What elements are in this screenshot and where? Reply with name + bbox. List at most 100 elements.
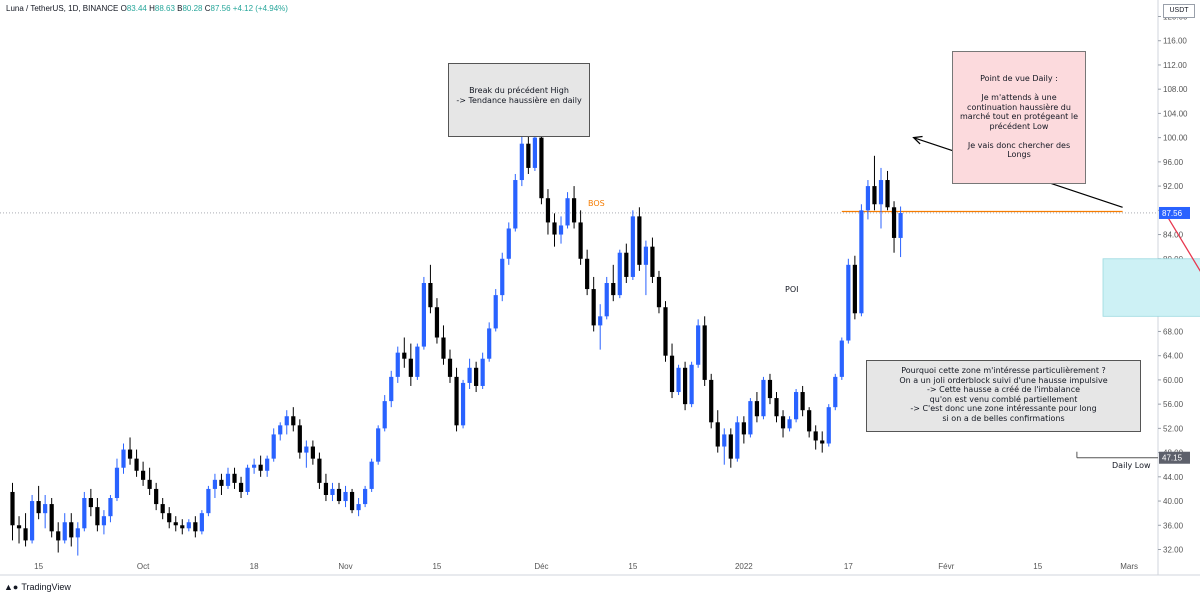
candle-body [715,422,720,447]
candle-body [637,216,642,265]
candle-body [402,352,407,359]
candle-body [199,513,204,532]
candle-body [735,422,740,459]
x-tick-label: 15 [34,562,43,571]
candle-body [872,186,877,205]
projection-path [1161,206,1200,272]
candle-body [598,316,603,326]
x-tick-label: Nov [338,562,352,571]
y-tick-label: 108.00 [1163,85,1188,94]
x-tick-label: Oct [137,562,150,571]
x-tick-label: 15 [628,562,637,571]
candle-body [10,491,15,526]
candle-body [617,252,622,296]
candle-body [552,222,557,235]
candle-body [225,473,231,486]
candle-body [141,470,146,480]
y-tick-label: 44.00 [1163,473,1184,482]
candle-body [173,522,178,526]
close-label: C [204,4,211,13]
annotation-arrowhead [912,135,923,145]
x-tick-label: 15 [432,562,441,571]
candle-body [663,307,668,356]
poi-label: POI [785,285,799,294]
candle-body [846,264,851,341]
candle-body [532,137,537,168]
y-tick-label: 32.00 [1163,546,1184,555]
candle-body [761,379,766,417]
candle-body [591,289,596,326]
candle-body [728,434,733,459]
candle-body [519,143,524,181]
y-tick-label: 116.00 [1163,37,1187,46]
candle-body [454,376,459,426]
candle-body [323,482,329,495]
candle-body [271,434,276,459]
low-value: 80.28 [182,4,203,13]
candle-body [389,376,394,402]
tradingview-branding[interactable]: ▲● TradingView [4,582,71,592]
candle-body [624,252,629,277]
candle-body [807,410,812,432]
poi-zone [1102,258,1200,317]
candle-body [108,498,113,517]
candle-body [121,449,126,468]
y-tick-label: 68.00 [1163,327,1184,336]
candle-body [885,180,890,208]
candle-body [513,180,518,229]
candle-body [154,488,159,505]
last-price-tag-text: 87.56 [1162,209,1183,218]
candle-body [421,283,426,347]
candle-body [500,258,505,296]
candle-body [722,434,727,447]
candle-body [669,355,675,393]
candle-body [167,513,172,523]
candle-body [813,431,818,441]
candle-body [839,340,844,377]
candle-body [493,295,498,329]
y-tick-label: 112.00 [1163,61,1187,70]
candle-body [748,401,753,435]
candle-body [676,367,681,393]
candle-body [180,525,185,529]
candle-body [376,428,381,462]
x-tick-label: 15 [1033,562,1042,571]
candle-body [88,498,93,508]
candle-body [826,407,831,444]
candle-body [578,222,583,259]
candle-body [369,461,374,489]
candle-body [428,283,433,308]
x-tick-label: Déc [534,562,548,571]
why-annotation-box: Pourquoi cette zone m'intéresse particul… [866,360,1141,432]
candle-body [29,501,35,541]
candle-body [480,358,485,386]
candle-body [69,522,74,538]
candle-body [859,210,864,314]
candle-body [349,491,355,511]
y-tick-label: 104.00 [1163,109,1188,118]
candle-body [447,358,453,377]
x-tick-label: Févr [938,562,954,571]
low-label: B [177,4,183,13]
currency-button[interactable]: USDT [1163,4,1195,18]
candle-body [558,225,564,235]
symbol-name: Luna / TetherUS, 1D, BINANCE [6,4,119,13]
candle-body [114,467,120,499]
candle-body [474,367,479,386]
y-tick-label: 60.00 [1163,376,1184,385]
candle-body [291,416,296,426]
candle-body [898,212,903,238]
candle-body [787,419,792,429]
candle-body [258,464,263,471]
candle-body [43,504,48,514]
candle-body [754,401,760,417]
candle-body [75,528,80,538]
candle-body [206,488,211,514]
y-tick-label: 64.00 [1163,352,1184,361]
candle-body [23,528,28,541]
candle-body [284,416,289,426]
view-annotation-box: Point de vue Daily : Je m'attends à une … [952,51,1086,184]
candle-body [709,379,714,423]
candle-body [780,416,786,429]
